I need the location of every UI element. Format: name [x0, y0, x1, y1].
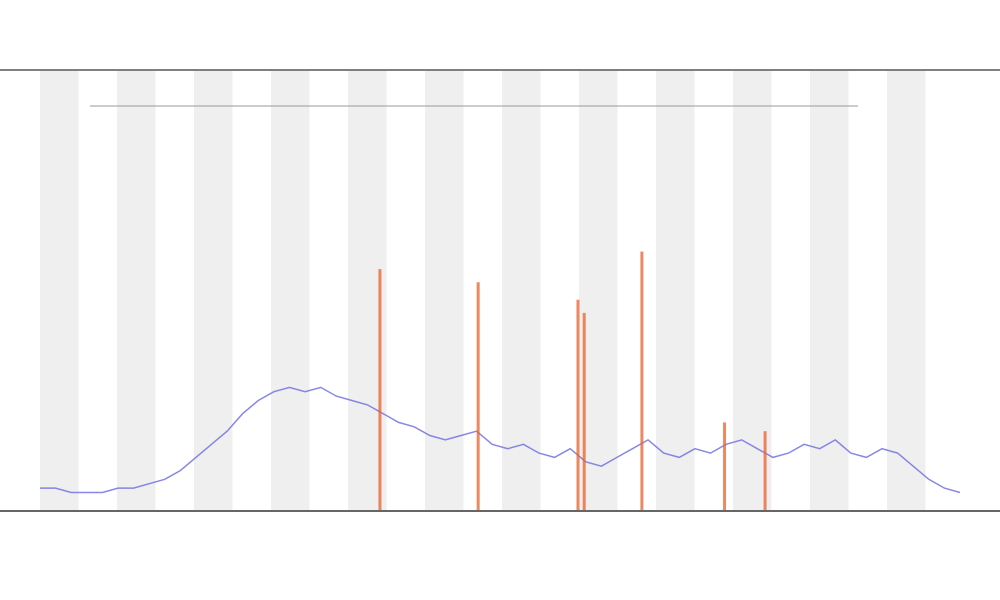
spike — [763, 431, 767, 510]
spike — [582, 312, 586, 510]
spike — [378, 269, 382, 510]
spike — [576, 299, 580, 510]
band — [194, 71, 233, 510]
band — [425, 71, 464, 510]
band — [40, 71, 79, 510]
band — [502, 71, 541, 510]
band — [810, 71, 849, 510]
series-line — [40, 386, 961, 494]
band — [271, 71, 310, 510]
plot — [40, 251, 961, 510]
spike — [476, 282, 480, 510]
band — [887, 71, 926, 510]
band — [117, 71, 156, 510]
background-bands — [40, 71, 926, 510]
spike — [723, 422, 727, 510]
band — [656, 71, 695, 510]
spike — [640, 251, 644, 510]
